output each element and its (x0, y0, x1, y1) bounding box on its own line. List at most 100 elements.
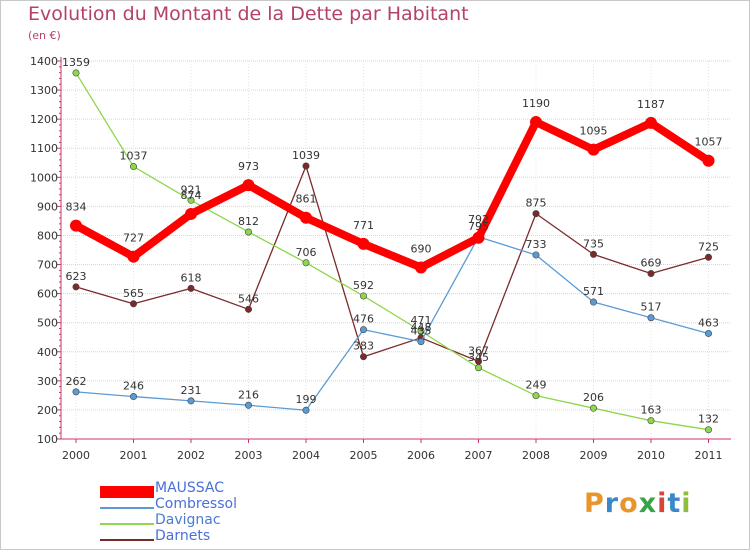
data-point-maussac (702, 154, 715, 167)
data-point-darnets (359, 353, 367, 361)
data-point-combressol (359, 326, 367, 334)
data-label-maussac: 727 (123, 232, 144, 245)
data-point-maussac (185, 207, 197, 220)
data-point-maussac (472, 231, 485, 244)
data-point-maussac (587, 143, 600, 156)
x-tick-label: 2000 (62, 449, 90, 462)
data-label-darnets: 618 (181, 271, 202, 284)
data-label-davignac: 471 (411, 314, 432, 327)
data-label-combressol: 733 (526, 238, 547, 251)
x-tick-label: 2002 (177, 449, 205, 462)
data-label-combressol: 463 (698, 316, 719, 329)
data-label-davignac: 706 (296, 246, 317, 259)
plot-area (61, 61, 731, 439)
data-label-darnets: 546 (238, 292, 259, 305)
data-label-davignac: 345 (468, 351, 489, 364)
data-point-combressol (647, 314, 655, 322)
data-label-maussac: 771 (353, 219, 374, 232)
data-point-maussac (415, 261, 427, 274)
data-label-maussac: 1057 (695, 136, 723, 149)
data-label-maussac: 834 (66, 201, 87, 214)
data-point-maussac (127, 250, 140, 263)
data-point-maussac (357, 237, 370, 250)
y-tick-label: 1200 (30, 113, 58, 126)
data-label-combressol: 517 (641, 301, 662, 314)
x-tick-label: 2011 (695, 449, 723, 462)
data-point-darnets (532, 210, 540, 218)
data-point-darnets (589, 250, 597, 258)
legend-swatch (100, 486, 154, 498)
data-point-darnets (187, 284, 195, 292)
x-tick-label: 2006 (407, 449, 435, 462)
series-line-davignac (75, 72, 710, 431)
legend-swatch (100, 507, 154, 509)
y-tick-label: 400 (37, 346, 58, 359)
legend-label: MAUSSAC (155, 480, 225, 496)
legend-label: Combressol (155, 496, 237, 512)
data-label-darnets: 669 (641, 257, 662, 270)
proxiti-logo: Proxiti (584, 488, 692, 519)
y-tick-label: 300 (37, 375, 58, 388)
data-point-combressol (532, 251, 540, 259)
chart-title: Evolution du Montant de la Dette par Hab… (28, 3, 469, 25)
data-label-davignac: 163 (641, 404, 662, 417)
x-tick-label: 2010 (637, 449, 665, 462)
y-tick-label: 1000 (30, 171, 58, 184)
x-tick-label: 2008 (522, 449, 550, 462)
y-tick-label: 600 (37, 288, 58, 301)
data-label-combressol: 199 (296, 393, 317, 406)
data-point-maussac (70, 219, 82, 232)
data-point-darnets (302, 162, 310, 170)
data-point-davignac (130, 163, 138, 171)
data-point-maussac (645, 116, 657, 129)
data-point-maussac (530, 116, 542, 129)
data-point-combressol (589, 298, 597, 306)
data-label-combressol: 216 (238, 388, 259, 401)
data-label-darnets: 735 (583, 237, 604, 250)
data-label-maussac: 874 (181, 189, 202, 202)
y-tick-label: 200 (37, 404, 58, 417)
y-tick-label: 700 (37, 259, 58, 272)
x-tick-label: 2007 (465, 449, 493, 462)
data-label-darnets: 383 (353, 340, 374, 353)
legend-swatch (100, 523, 154, 525)
y-tick-label: 900 (37, 200, 58, 213)
x-tick-label: 2005 (350, 449, 378, 462)
data-point-darnets (130, 300, 138, 308)
data-label-davignac: 812 (238, 215, 259, 228)
data-label-maussac: 861 (296, 193, 317, 206)
data-label-davignac: 1037 (120, 150, 148, 163)
data-label-davignac: 921 (181, 183, 202, 196)
series-line-combressol (75, 236, 710, 411)
y-tick-label: 500 (37, 317, 58, 330)
y-tick-label: 800 (37, 229, 58, 242)
data-label-combressol: 262 (66, 375, 87, 388)
data-label-darnets: 623 (66, 270, 87, 283)
y-tick-label: 1300 (30, 84, 58, 97)
data-point-maussac (300, 211, 312, 224)
data-label-davignac: 1359 (62, 56, 90, 69)
data-point-combressol (130, 393, 138, 401)
data-point-davignac (417, 327, 425, 335)
chart-unit-label: (en €) (28, 29, 61, 42)
data-point-davignac (187, 196, 195, 204)
series-line-darnets (75, 165, 710, 363)
data-point-combressol (187, 397, 195, 405)
y-tick-label: 1100 (30, 142, 58, 155)
data-label-combressol: 795 (468, 220, 489, 233)
data-label-davignac: 206 (583, 391, 604, 404)
data-label-maussac: 792 (468, 213, 489, 226)
data-label-combressol: 571 (583, 285, 604, 298)
data-label-combressol: 476 (353, 313, 374, 326)
data-point-maussac (242, 179, 255, 192)
data-label-davignac: 592 (353, 279, 374, 292)
data-label-darnets: 1039 (292, 149, 320, 162)
data-label-combressol: 246 (123, 380, 144, 393)
x-tick-label: 2003 (235, 449, 263, 462)
data-point-combressol (302, 406, 310, 414)
legend-swatch (100, 539, 154, 541)
data-label-maussac: 973 (238, 160, 259, 173)
legend-label: Davignac (155, 512, 221, 528)
data-label-combressol: 435 (411, 325, 432, 338)
